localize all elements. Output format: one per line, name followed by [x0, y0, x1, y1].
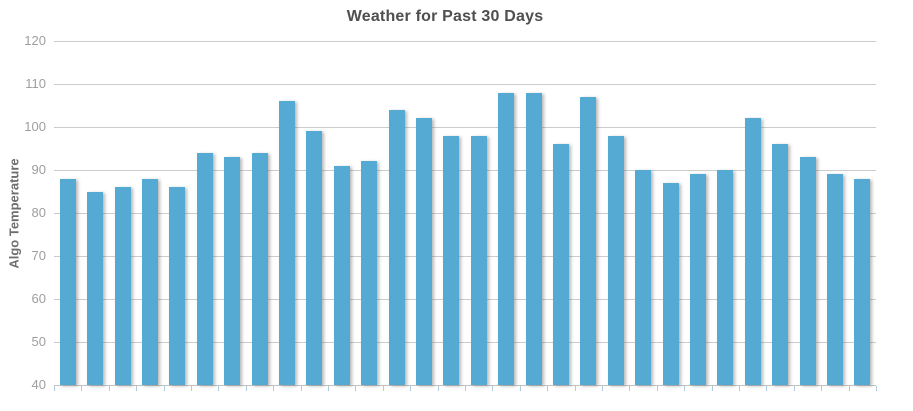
x-tick-mark	[163, 386, 165, 391]
x-tick-mark	[739, 386, 740, 391]
gridline-40	[54, 385, 876, 386]
x-tick-mark	[492, 386, 494, 391]
x-tick-mark	[136, 386, 138, 391]
y-tick-label-60: 60	[31, 291, 46, 306]
bar-day-7	[224, 157, 241, 385]
y-tick-label-40: 40	[31, 377, 46, 392]
x-tick-mark	[547, 386, 549, 391]
bar-day-27	[772, 144, 789, 385]
x-tick-mark	[711, 386, 713, 391]
bar-day-1	[59, 178, 76, 385]
x-tick-mark	[108, 386, 110, 391]
bar-day-8	[251, 152, 268, 385]
gridline-120	[54, 41, 876, 42]
bar-day-15	[443, 135, 460, 385]
y-tick-label-80: 80	[31, 205, 46, 220]
bar-day-28	[799, 157, 816, 385]
y-tick-label-70: 70	[31, 248, 46, 263]
x-tick-mark	[437, 386, 439, 391]
x-tick-mark	[245, 386, 247, 391]
x-tick-mark	[54, 386, 55, 391]
bar-day-18	[525, 92, 542, 385]
gridline-70	[54, 256, 876, 257]
bar-day-23	[662, 182, 679, 385]
x-tick-mark	[191, 386, 192, 391]
x-tick-mark	[629, 386, 631, 391]
x-tick-mark	[656, 386, 658, 391]
x-tick-mark	[410, 386, 412, 391]
y-tick-label-50: 50	[31, 334, 46, 349]
y-tick-label-110: 110	[25, 76, 46, 91]
gridline-80	[54, 213, 876, 214]
x-tick-mark	[766, 386, 768, 391]
gridline-50	[54, 342, 876, 343]
bar-day-30	[854, 178, 871, 385]
x-tick-mark	[876, 386, 877, 391]
bar-day-16	[470, 135, 487, 385]
bar-day-22	[635, 170, 652, 385]
bar-day-3	[114, 187, 131, 385]
bar-day-4	[141, 178, 158, 385]
gridline-60	[54, 299, 876, 300]
x-tick-mark	[382, 386, 384, 391]
y-tick-label-120: 120	[24, 33, 46, 48]
x-tick-mark	[81, 386, 83, 391]
y-tick-label-100: 100	[24, 119, 46, 134]
chart-title: Weather for Past 30 Days	[346, 8, 544, 25]
bar-day-19	[552, 144, 569, 385]
bar-day-24	[689, 174, 706, 385]
x-tick-mark	[684, 386, 686, 391]
bar-day-13	[388, 109, 405, 385]
x-tick-mark	[602, 386, 603, 391]
bar-day-20	[580, 96, 597, 385]
x-tick-mark	[574, 386, 576, 391]
x-tick-mark	[465, 386, 466, 391]
bar-day-25	[717, 170, 734, 385]
bar-day-10	[306, 131, 323, 385]
x-tick-mark	[355, 386, 357, 391]
x-tick-mark	[300, 386, 302, 391]
bar-day-29	[826, 174, 843, 385]
x-tick-mark	[519, 386, 521, 391]
bar-day-6	[196, 152, 213, 385]
x-tick-mark	[821, 386, 823, 391]
bar-day-9	[278, 101, 295, 385]
plot-area	[54, 41, 877, 391]
x-tick-mark	[793, 386, 795, 391]
x-tick-mark	[273, 386, 275, 391]
x-tick-mark	[218, 386, 220, 391]
bar-day-17	[498, 92, 515, 385]
bar-day-5	[169, 187, 186, 385]
bar-day-2	[87, 191, 104, 385]
bar-day-14	[415, 118, 432, 385]
bar-day-26	[744, 118, 761, 385]
gridline-90	[54, 170, 876, 171]
x-tick-mark	[848, 386, 850, 391]
y-tick-label-90: 90	[31, 162, 46, 177]
gridline-100	[54, 127, 876, 128]
bar-day-21	[607, 135, 624, 385]
x-tick-mark	[328, 386, 329, 391]
bar-day-12	[361, 161, 378, 385]
gridline-110	[54, 84, 876, 85]
bar-day-11	[333, 165, 350, 385]
